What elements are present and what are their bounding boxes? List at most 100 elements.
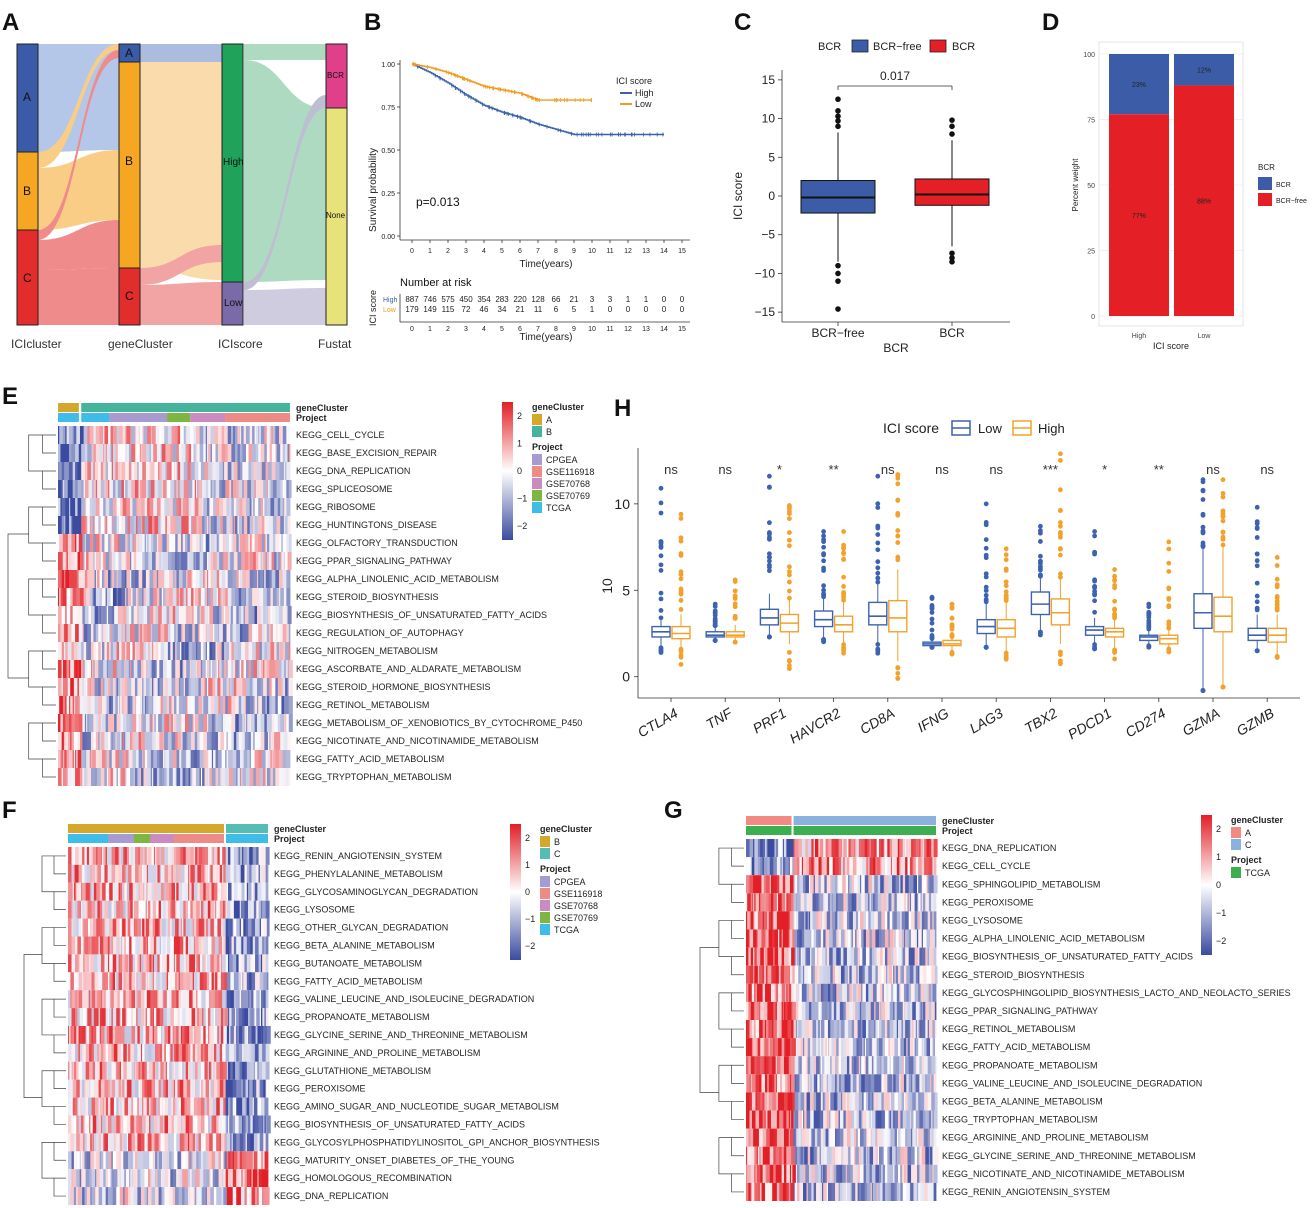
- heatmap-cell-strip: [197, 1097, 202, 1116]
- heatmap-cell-strip: [915, 839, 920, 858]
- heatmap-cell-strip: [75, 552, 78, 570]
- heatmap-cell-strip: [258, 1043, 263, 1062]
- heatmap-cell-strip: [126, 552, 131, 570]
- heatmap-cell-strip: [214, 480, 216, 498]
- heatmap-cell-strip: [117, 990, 121, 1009]
- heatmap-cell-strip: [155, 426, 160, 444]
- heatmap-cell-strip: [167, 624, 171, 642]
- heatmap-cell-strip: [181, 534, 183, 552]
- heatmap-cell-strip: [213, 1079, 218, 1098]
- heatmap-cell-strip: [224, 426, 229, 444]
- heatmap-cell-strip: [150, 936, 155, 955]
- heatmap-cell-strip: [259, 918, 262, 937]
- heatmap-cell-strip: [154, 714, 157, 732]
- heatmap-dendrogram-branch: [42, 614, 56, 634]
- heatmap-cell-strip: [178, 588, 181, 606]
- heatmap-cell-strip: [58, 498, 61, 516]
- heatmap-cell-strip: [58, 678, 63, 696]
- heatmap-cell-strip: [272, 516, 277, 534]
- immune-outlier: [1274, 563, 1280, 568]
- heatmap-cell-strip: [88, 714, 92, 732]
- heatmap-cell-strip: [106, 696, 110, 714]
- heatmap-cell-strip: [158, 1043, 161, 1062]
- heatmap-cell-strip: [770, 839, 775, 858]
- heatmap-cell-strip: [250, 936, 254, 955]
- heatmap-cell-strip: [164, 498, 166, 516]
- heatmap-cell-strip: [282, 624, 287, 642]
- heatmap-cell-strip: [106, 1026, 110, 1044]
- heatmap-cell-strip: [133, 696, 136, 714]
- heatmap-cell-strip: [144, 1187, 148, 1205]
- heatmap-cell-strip: [275, 444, 277, 462]
- heatmap-cell-strip: [144, 552, 149, 570]
- heatmap-cell-strip: [166, 480, 171, 498]
- heatmap-cell-strip: [257, 1151, 262, 1170]
- heatmap-cell-strip: [190, 1008, 192, 1026]
- heatmap-cell-strip: [754, 857, 759, 876]
- heatmap-cell-strip: [89, 516, 92, 534]
- heatmap-cell-strip: [94, 660, 97, 678]
- immune-outlier: [1166, 646, 1172, 652]
- heatmap-cell-strip: [811, 839, 815, 858]
- sankey-nodes: [16, 43, 348, 326]
- heatmap-cell-strip: [240, 900, 245, 919]
- heatmap-cell-strip: [178, 1061, 182, 1080]
- heatmap-cell-strip: [253, 516, 255, 534]
- heatmap-cell-strip: [60, 624, 65, 642]
- heatmap-cell-strip: [177, 936, 181, 955]
- heatmap-cell-strip: [117, 462, 121, 480]
- heatmap-dendrogram-branch: [42, 758, 56, 778]
- heatmap-cell-strip: [103, 588, 107, 606]
- km-xtick-label: 12: [624, 248, 632, 255]
- heatmap-cell-strip: [835, 839, 840, 858]
- heatmap-cell-strip: [89, 882, 91, 901]
- heatmap-cell-strip: [100, 847, 103, 865]
- immune-outlier: [1058, 532, 1063, 537]
- heatmap-cell-strip: [111, 750, 116, 768]
- heatmap-cell-strip: [103, 1169, 107, 1188]
- heatmap-cell-strip: [88, 552, 91, 570]
- heatmap-cell-strip: [242, 714, 244, 732]
- heatmap-cell-strip: [118, 864, 123, 883]
- flow-b-to-b: [38, 150, 119, 230]
- heatmap-cell-strip: [203, 954, 207, 973]
- heatmap-cell-strip: [204, 900, 208, 919]
- heatmap-cell-strip: [136, 552, 141, 570]
- heatmap-cell-strip: [103, 660, 108, 678]
- heatmap-cell-strip: [64, 732, 67, 750]
- heatmap-cell-strip: [264, 570, 266, 588]
- heatmap-cell-strip: [248, 1187, 250, 1205]
- heatmap-cell-strip: [79, 768, 83, 786]
- heatmap-cell-strip: [202, 768, 205, 786]
- heatmap-cell-strip: [190, 1043, 194, 1062]
- heatmap-cell-strip: [198, 624, 201, 642]
- heatmap-cell-strip: [238, 1026, 243, 1044]
- heatmap-cell-strip: [158, 534, 163, 552]
- heatmap-cell-strip: [76, 588, 81, 606]
- heatmap-cell-strip: [114, 714, 118, 732]
- heatmap-cell-strip: [204, 847, 209, 865]
- heatmap-cell-strip: [192, 1043, 196, 1062]
- heatmap-cell-strip: [235, 1097, 237, 1116]
- heatmap-cell-strip: [926, 839, 930, 858]
- heatmap-cell-strip: [73, 750, 76, 768]
- immune-outlier: [875, 547, 881, 553]
- heatmap-cell-strip: [188, 936, 191, 955]
- heatmap-cell-strip: [171, 534, 176, 552]
- heatmap-cell-strip: [131, 552, 135, 570]
- heatmap-dendrogram-branch: [42, 578, 56, 598]
- heatmap-cell-strip: [254, 624, 257, 642]
- heatmap-cell-strip: [909, 857, 913, 876]
- heatmap-cell-strip: [226, 1061, 229, 1080]
- immune-outlier: [1058, 523, 1063, 529]
- risk-table: High 887 746 575 450 354 283 220 128 66 21 3 3 1 1 0 0Lo…: [383, 294, 690, 333]
- immune-outlier: [895, 676, 901, 681]
- heatmap-cell-strip: [142, 624, 144, 642]
- heatmap-cell-strip: [71, 1079, 74, 1098]
- heatmap-cell-strip: [83, 588, 87, 606]
- heatmap-cell-strip: [277, 624, 281, 642]
- heatmap-cell-strip: [240, 1169, 244, 1188]
- heatmap-cell-strip: [144, 516, 149, 534]
- heatmap-cell-strip: [136, 696, 141, 714]
- heatmap-cell-strip: [849, 839, 851, 858]
